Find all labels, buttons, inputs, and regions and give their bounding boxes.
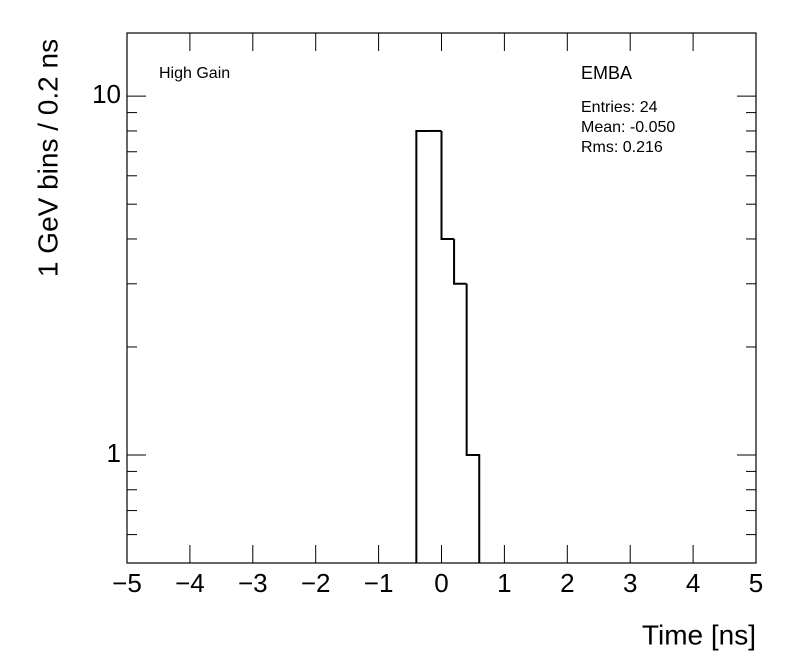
histogram-step (440, 130, 455, 240)
plot-frame (126, 32, 757, 564)
x-tick-label: 2 (560, 568, 574, 598)
x-tick-label: −5 (112, 568, 142, 598)
x-tick-label: −4 (175, 568, 205, 598)
y-axis-title: 1 GeV bins / 0.2 ns (32, 39, 63, 277)
annotation: Mean: -0.050 (581, 119, 675, 136)
x-tick-label: 4 (686, 568, 700, 598)
histogram-step (465, 283, 481, 563)
x-tick-label: 3 (623, 568, 637, 598)
x-tick-label: −3 (238, 568, 268, 598)
x-tick-label: −1 (364, 568, 394, 598)
annotation: Rms: 0.216 (581, 139, 663, 156)
x-tick-label: −2 (301, 568, 331, 598)
histogram-step (453, 238, 467, 285)
histogram-step (415, 129, 429, 563)
x-axis-title: Time [ns] (642, 619, 756, 650)
annotation: High Gain (159, 65, 230, 82)
x-tick-label: 1 (497, 568, 511, 598)
x-tick-label: 0 (434, 568, 448, 598)
annotation: EMBA (581, 63, 632, 83)
x-tick-label: 5 (749, 568, 763, 598)
y-tick-label: 1 (107, 438, 121, 468)
y-tick-label: 10 (92, 79, 121, 109)
annotation: Entries: 24 (581, 99, 658, 116)
